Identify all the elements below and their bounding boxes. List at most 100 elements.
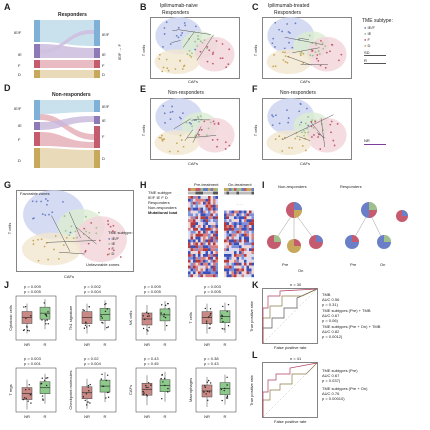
scatter-point xyxy=(271,124,274,127)
scatter-point xyxy=(284,51,286,54)
boxplot-p1: p = 0.02 xyxy=(84,356,99,361)
scatter-point xyxy=(317,136,320,138)
h-on-label: On-treatment xyxy=(228,182,252,187)
heatmap-cell xyxy=(241,222,244,225)
heatmap-cell xyxy=(244,210,247,214)
roc-k xyxy=(262,288,318,344)
heatmap-cell xyxy=(195,198,198,202)
scatter-point xyxy=(207,127,210,130)
panel-c-title: Ipilimumab-treated xyxy=(268,3,310,9)
heatmap-cell xyxy=(234,262,237,266)
scatter-point xyxy=(203,39,206,42)
boxplot-p1: p = 0.002 xyxy=(84,284,102,289)
scatter-point xyxy=(190,56,193,58)
box-point xyxy=(222,305,224,308)
heatmap-cell xyxy=(249,198,252,202)
heatmap-cell xyxy=(251,196,254,199)
heatmap-cell xyxy=(224,216,227,220)
scatter-point xyxy=(309,54,312,56)
box-point xyxy=(220,388,223,391)
heatmap-cell xyxy=(244,265,247,269)
heatmap-cell xyxy=(226,251,229,254)
heatmap-cell xyxy=(198,239,201,243)
sankey-d-right-1: IE/F xyxy=(102,104,110,109)
heatmap-cell xyxy=(224,259,227,263)
heatmap-cell xyxy=(200,216,203,220)
heatmap-cell xyxy=(205,268,208,272)
box-point xyxy=(143,392,145,394)
scatter-point xyxy=(291,147,293,149)
heatmap-cell xyxy=(249,236,252,240)
heatmap-cell xyxy=(208,236,211,240)
box-point xyxy=(46,377,49,379)
boxplot-frame xyxy=(195,295,237,341)
heatmap-cell xyxy=(239,227,242,231)
heatmap-cell xyxy=(224,201,227,205)
scatter-f xyxy=(262,98,352,160)
heatmap-cell xyxy=(224,225,227,228)
heatmap-cell xyxy=(205,274,208,278)
heatmap-cell xyxy=(193,222,196,225)
heatmap-cell xyxy=(251,222,254,225)
heatmap-cell xyxy=(213,207,216,211)
boxplot-p2: p = 0.001 xyxy=(24,361,42,366)
scatter-point xyxy=(158,136,161,139)
heatmap-cell xyxy=(210,245,213,249)
heatmap-annotation xyxy=(213,188,216,191)
heatmap-cell xyxy=(215,196,218,199)
scatter-point xyxy=(54,235,57,237)
heatmap-cell xyxy=(224,227,227,231)
scatter-point xyxy=(209,121,212,124)
box-point xyxy=(161,304,163,306)
heatmap-cell xyxy=(195,230,198,234)
panel-label-k: K xyxy=(252,280,259,290)
heatmap-cell xyxy=(203,204,206,208)
heatmap-cell xyxy=(208,251,211,254)
box-point xyxy=(88,390,90,392)
heatmap-cell xyxy=(231,251,234,254)
heatmap-annotation xyxy=(231,191,234,195)
heatmap-cell xyxy=(193,213,196,217)
scatter-point xyxy=(304,122,307,125)
heatmap-cell xyxy=(241,216,244,220)
trajectory-line xyxy=(176,29,211,35)
i-on-1: On xyxy=(298,268,304,273)
heatmap-cell xyxy=(241,242,244,246)
heatmap-cell xyxy=(224,268,227,272)
heatmap-cell xyxy=(198,204,201,208)
trajectory-line xyxy=(51,215,71,252)
box-point xyxy=(147,330,149,332)
heatmap-cell xyxy=(188,227,191,231)
boxplot-p1: p = 0.43 xyxy=(144,356,159,361)
heatmap-cell xyxy=(251,198,254,202)
heatmap-cell xyxy=(190,242,193,246)
box-point xyxy=(85,321,87,323)
scatter-point xyxy=(161,134,163,137)
heatmap-cell xyxy=(229,245,232,249)
plot-frame xyxy=(150,98,240,160)
scatter-point xyxy=(62,200,64,203)
k-leg-0: TMB xyxy=(322,292,331,297)
heatmap-cell xyxy=(203,216,206,220)
heatmap-cell xyxy=(210,239,213,243)
heatmap-cell xyxy=(239,242,242,246)
box-point xyxy=(160,312,162,314)
heatmap-cell xyxy=(198,225,201,228)
heatmap-cell xyxy=(205,265,208,269)
plot-frame xyxy=(150,17,240,79)
heatmap-cell xyxy=(224,239,227,243)
box-point xyxy=(204,385,206,387)
scatter-point xyxy=(273,54,275,56)
heatmap-cell xyxy=(234,222,237,225)
scatter-point xyxy=(212,120,215,123)
heatmap-cell xyxy=(193,256,196,260)
heatmap-annotation xyxy=(208,188,211,191)
heatmap-cell xyxy=(234,268,237,272)
heatmap-cell xyxy=(195,207,198,211)
heatmap-annotation xyxy=(198,191,201,195)
zone-ellipse xyxy=(307,117,347,153)
heatmap-cell xyxy=(246,256,249,260)
heatmap-cell xyxy=(244,254,247,257)
heatmap-cell xyxy=(205,233,208,237)
scatter-point xyxy=(300,51,303,54)
